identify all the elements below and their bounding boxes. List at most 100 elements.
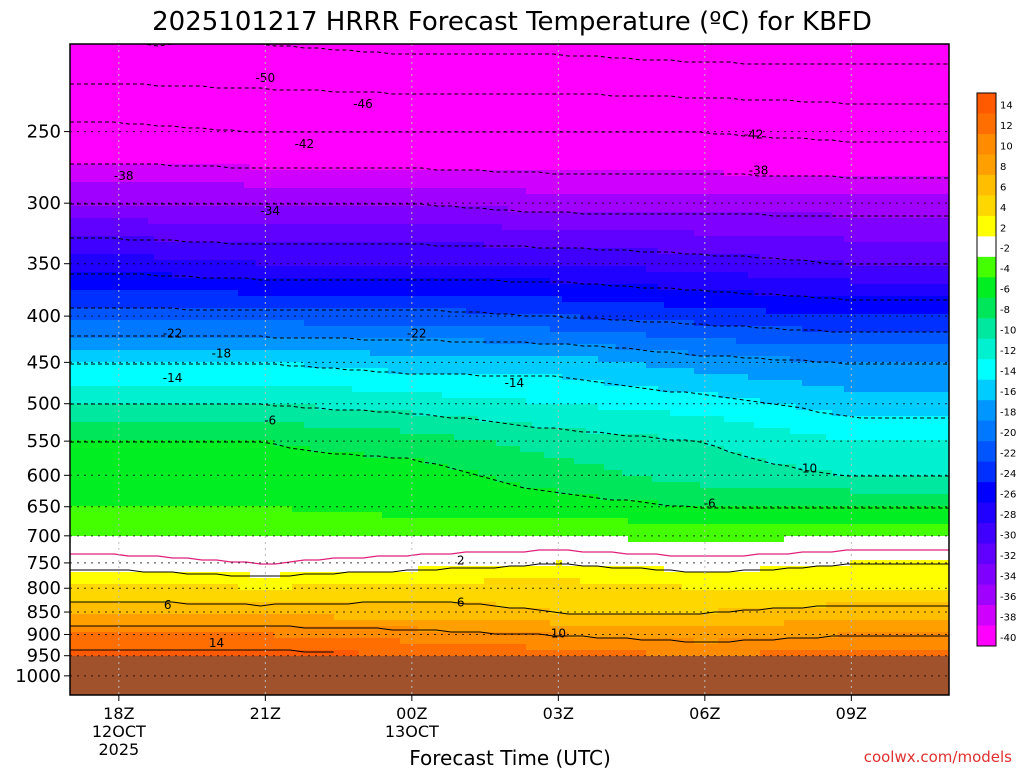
temperature-cell (82, 176, 89, 183)
temperature-cell (550, 44, 557, 51)
temperature-cell (424, 152, 431, 159)
temperature-cell (142, 212, 149, 219)
temperature-cell (844, 116, 851, 123)
temperature-cell (832, 230, 839, 237)
temperature-cell (232, 182, 239, 189)
temperature-cell (694, 44, 701, 51)
temperature-cell (544, 122, 551, 129)
temperature-cell (874, 62, 881, 69)
temperature-cell (664, 44, 671, 51)
temperature-cell (382, 212, 389, 219)
temperature-cell (628, 110, 635, 117)
temperature-cell (94, 62, 101, 69)
temperature-cell (346, 242, 353, 249)
temperature-cell (940, 224, 947, 231)
temperature-cell (634, 152, 641, 159)
temperature-cell (214, 146, 221, 153)
temperature-cell (430, 86, 437, 93)
temperature-cell (826, 218, 833, 225)
temperature-cell (610, 146, 617, 153)
temperature-cell (940, 56, 947, 63)
temperature-cell (100, 224, 107, 231)
temperature-cell (184, 206, 191, 213)
temperature-cell (664, 158, 671, 165)
temperature-cell (280, 164, 287, 171)
temperature-cell (82, 218, 89, 225)
temperature-cell (538, 164, 545, 171)
temperature-cell (754, 170, 761, 177)
temperature-cell (154, 242, 161, 249)
temperature-cell (868, 62, 875, 69)
temperature-cell (820, 218, 827, 225)
temperature-cell (370, 116, 377, 123)
temperature-cell (202, 218, 209, 225)
temperature-cell (592, 56, 599, 63)
temperature-cell (394, 176, 401, 183)
temperature-cell (664, 86, 671, 93)
temperature-cell (286, 86, 293, 93)
temperature-cell (814, 236, 821, 243)
temperature-cell (208, 170, 215, 177)
temperature-cell (700, 140, 707, 147)
temperature-cell (484, 242, 491, 249)
temperature-cell (334, 176, 341, 183)
temperature-cell (112, 80, 119, 87)
temperature-cell (190, 230, 197, 237)
temperature-cell (454, 104, 461, 111)
temperature-cell (580, 44, 587, 51)
temperature-cell (178, 188, 185, 195)
temperature-cell (376, 50, 383, 57)
temperature-cell (322, 44, 329, 51)
temperature-cell (466, 140, 473, 147)
temperature-cell (784, 146, 791, 153)
temperature-cell (136, 152, 143, 159)
temperature-cell (466, 188, 473, 195)
temperature-cell (748, 242, 755, 249)
temperature-cell (838, 86, 845, 93)
temperature-cell (166, 86, 173, 93)
temperature-cell (472, 242, 479, 249)
temperature-cell (622, 140, 629, 147)
temperature-cell (226, 68, 233, 75)
temperature-cell (334, 242, 341, 249)
temperature-cell (550, 188, 557, 195)
temperature-cell (124, 158, 131, 165)
temperature-cell (154, 68, 161, 75)
temperature-cell (622, 98, 629, 105)
temperature-cell (916, 224, 923, 231)
temperature-cell (394, 74, 401, 81)
temperature-cell (472, 230, 479, 237)
temperature-cell (922, 152, 929, 159)
temperature-cell (622, 200, 629, 207)
temperature-cell (238, 152, 245, 159)
temperature-cell (778, 224, 785, 231)
temperature-cell (568, 122, 575, 129)
temperature-cell (814, 98, 821, 105)
temperature-cell (280, 50, 287, 57)
temperature-cell (808, 194, 815, 201)
temperature-cell (100, 164, 107, 171)
temperature-cell (76, 188, 83, 195)
temperature-cell (70, 158, 77, 165)
temperature-cell (160, 68, 167, 75)
temperature-cell (112, 134, 119, 141)
temperature-cell (562, 50, 569, 57)
temperature-cell (316, 110, 323, 117)
temperature-cell (406, 44, 413, 51)
temperature-cell (490, 110, 497, 117)
temperature-cell (820, 176, 827, 183)
temperature-cell (922, 212, 929, 219)
temperature-cell (592, 152, 599, 159)
temperature-cell (214, 62, 221, 69)
temperature-cell (340, 212, 347, 219)
temperature-cell (802, 236, 809, 243)
temperature-cell (676, 152, 683, 159)
temperature-cell (850, 140, 857, 147)
temperature-cell (244, 50, 251, 57)
temperature-cell (430, 182, 437, 189)
temperature-cell (184, 212, 191, 219)
temperature-cell (112, 212, 119, 219)
temperature-cell (598, 236, 605, 243)
temperature-cell (418, 176, 425, 183)
temperature-cell (226, 74, 233, 81)
